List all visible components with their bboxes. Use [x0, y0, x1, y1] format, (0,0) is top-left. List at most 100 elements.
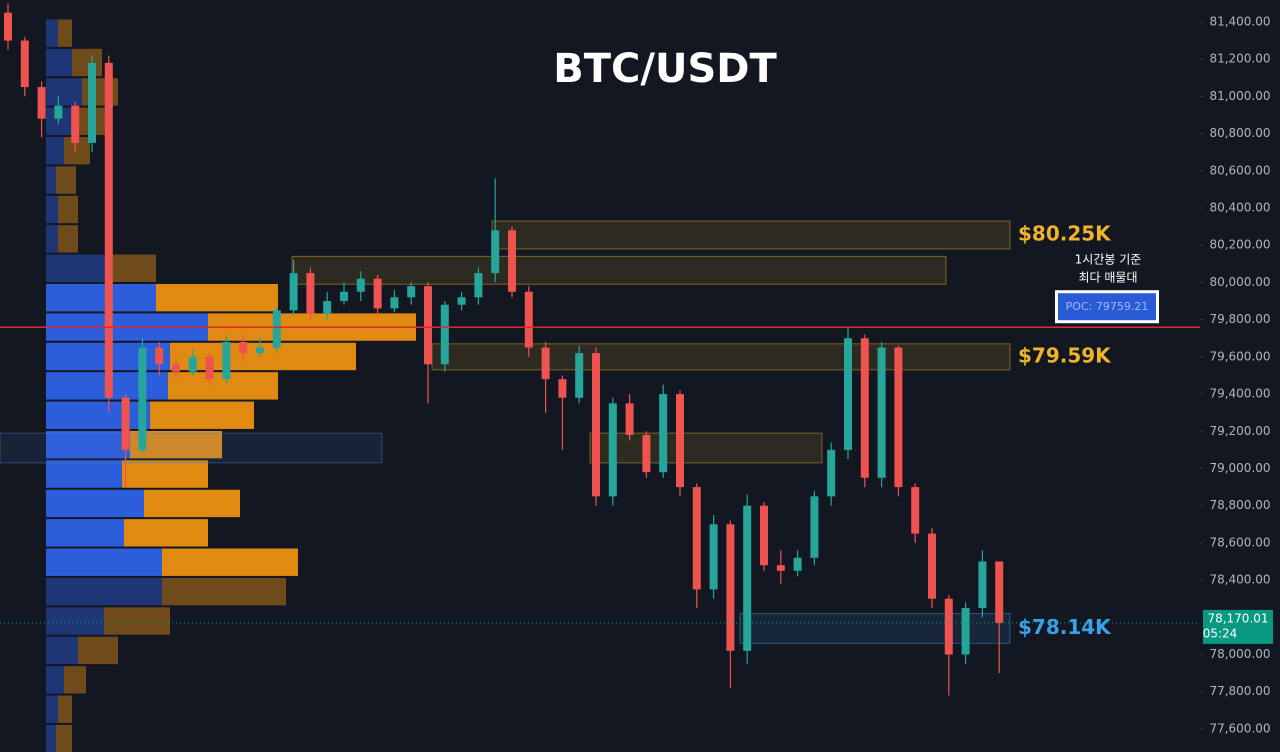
candle-body	[692, 487, 701, 590]
candle-body	[776, 565, 785, 571]
candle-body	[373, 278, 382, 309]
profile-buy	[46, 666, 64, 694]
candle-body	[709, 524, 718, 590]
y-tick-label: 79,600.00	[1209, 349, 1270, 363]
poc-note: 1시간봉 기준	[1075, 253, 1142, 267]
candle-body	[760, 505, 768, 566]
y-tick-label: 81,200.00	[1209, 52, 1270, 66]
candle-body	[424, 286, 432, 365]
y-tick-label: 79,200.00	[1209, 424, 1270, 438]
profile-buy	[46, 460, 122, 488]
candle-body	[155, 347, 164, 365]
candle-body	[995, 561, 1004, 623]
profile-buy	[46, 577, 162, 606]
y-tick-label: 80,800.00	[1209, 126, 1270, 140]
profile-buy	[46, 225, 58, 253]
candle-body	[188, 356, 197, 372]
candle-body	[844, 338, 852, 450]
profile-buy	[46, 78, 82, 106]
candle-body	[390, 297, 399, 309]
profile-sell	[56, 166, 76, 194]
candle-body	[222, 341, 231, 380]
candle-body	[205, 356, 214, 380]
profile-sell	[58, 225, 78, 253]
profile-sell	[78, 636, 118, 665]
y-tick-label: 79,400.00	[1209, 387, 1270, 401]
profile-sell	[144, 489, 240, 518]
profile-buy	[46, 283, 156, 312]
profile-buy	[46, 636, 78, 665]
last-price-label: 78,170.01	[1207, 611, 1268, 625]
y-tick-label: 78,800.00	[1209, 498, 1270, 512]
profile-buy	[46, 166, 56, 194]
profile-sell	[124, 519, 208, 547]
profile-buy	[46, 489, 144, 518]
y-tick-label: 78,600.00	[1209, 535, 1270, 549]
candle-body	[793, 557, 802, 571]
profile-sell	[58, 695, 72, 723]
profile-sell	[56, 724, 72, 752]
profile-buy	[46, 19, 58, 47]
poc-box	[1058, 293, 1156, 321]
candle-body	[71, 105, 80, 143]
chart-title: BTC/USDT	[553, 46, 777, 92]
zone-label: $79.59K	[1018, 343, 1112, 367]
profile-sell	[58, 195, 78, 224]
candle-body	[676, 394, 684, 488]
zone	[431, 343, 1011, 371]
countdown: 05:24	[1203, 626, 1238, 640]
profile-buy	[46, 607, 104, 635]
zone	[589, 432, 823, 464]
profile-sell	[170, 342, 356, 371]
candle-body	[978, 561, 987, 608]
candle-body	[961, 608, 970, 655]
candle-body	[491, 230, 500, 274]
candle-body	[54, 105, 63, 119]
candle-body	[256, 347, 264, 354]
profile-sell	[122, 460, 208, 488]
candle-body	[592, 353, 600, 497]
profile-sell	[162, 548, 298, 576]
candle-body	[810, 496, 819, 558]
y-tick-label: 80,000.00	[1209, 275, 1270, 289]
y-tick-label: 77,600.00	[1209, 721, 1270, 735]
candle-body	[827, 449, 836, 497]
y-tick-label: 79,000.00	[1209, 461, 1270, 475]
profile-sell	[72, 48, 102, 77]
candle-body	[944, 598, 953, 655]
zone	[491, 220, 1011, 250]
zone	[0, 432, 383, 464]
candle-body	[4, 12, 12, 41]
last-price-box	[1203, 609, 1273, 644]
candle-body	[20, 40, 29, 88]
candle-body	[860, 338, 869, 478]
candle-body	[172, 364, 180, 372]
y-tick-label: 78,000.00	[1209, 647, 1270, 661]
candle-body	[558, 379, 567, 398]
profile-buy	[46, 695, 58, 723]
candle-body	[474, 273, 483, 298]
profile-sell	[104, 607, 170, 635]
y-tick-label: 80,400.00	[1209, 201, 1270, 215]
y-tick-label: 79,800.00	[1209, 312, 1270, 326]
profile-buy	[46, 724, 56, 752]
candle-body	[407, 286, 416, 298]
y-tick-label: 78,400.00	[1209, 573, 1270, 587]
candle-body	[524, 291, 533, 348]
y-tick-label: 81,400.00	[1209, 14, 1270, 28]
candle-body	[743, 505, 752, 651]
candle-body	[726, 524, 735, 651]
candle-body	[340, 291, 348, 302]
profile-sell	[162, 577, 286, 606]
profile-buy	[46, 254, 110, 282]
profile-sell	[58, 19, 72, 47]
profile-buy	[46, 137, 64, 165]
profile-buy	[46, 401, 150, 429]
profile-sell	[64, 666, 86, 694]
poc-note: 최다 매물대	[1078, 271, 1137, 285]
profile-buy	[46, 48, 72, 77]
profile-buy	[46, 195, 58, 224]
candle-body	[642, 434, 651, 473]
poc-label: POC: 79759.21	[1066, 300, 1149, 313]
